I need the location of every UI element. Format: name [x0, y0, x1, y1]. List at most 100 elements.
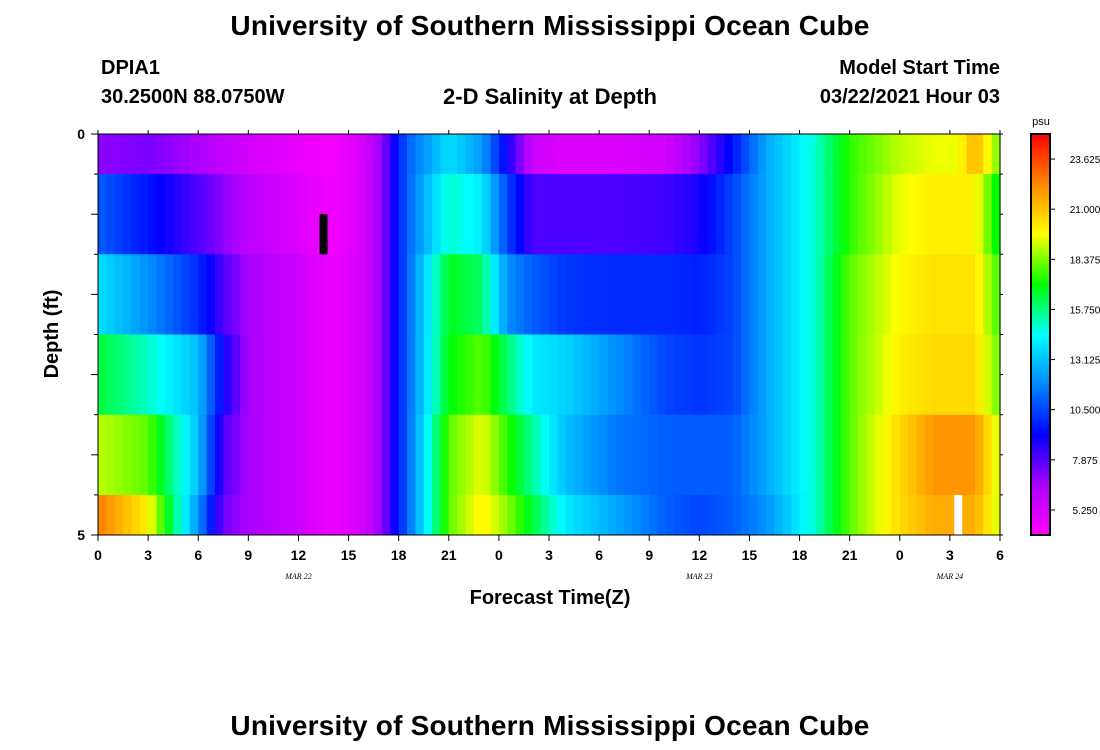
heatmap-cell — [699, 174, 709, 255]
heatmap-cell — [148, 254, 158, 335]
heatmap-cell — [423, 494, 433, 536]
heatmap-cell — [791, 134, 801, 175]
colorbar-tick-label: 18.375 — [1070, 255, 1100, 266]
heatmap-cell — [991, 334, 1001, 415]
heatmap-cell — [415, 414, 425, 496]
heatmap-cell — [432, 174, 442, 255]
heatmap-cell — [373, 414, 383, 496]
heatmap-cell — [757, 334, 767, 415]
heatmap-cell — [699, 134, 709, 175]
heatmap-cell — [432, 494, 442, 536]
heatmap-cell — [173, 254, 183, 335]
heatmap-cell — [315, 134, 325, 175]
heatmap-cell — [949, 334, 959, 415]
heatmap-cell — [348, 254, 358, 335]
heatmap-cell — [766, 494, 776, 536]
heatmap-cell — [381, 414, 391, 496]
heatmap-cell — [206, 414, 216, 496]
heatmap-cell — [114, 334, 124, 415]
heatmap-cell — [649, 334, 659, 415]
heatmap-cell — [749, 134, 759, 175]
heatmap-cell — [465, 174, 475, 255]
heatmap-cell — [883, 494, 893, 536]
heatmap-cell — [665, 494, 675, 536]
heatmap-cell — [98, 134, 107, 175]
heatmap-cell — [198, 494, 208, 536]
heatmap-cell — [607, 174, 617, 255]
heatmap-cell — [540, 334, 550, 415]
heatmap-cell — [239, 134, 249, 175]
heatmap-cell — [674, 494, 684, 536]
heatmap-cell — [448, 174, 458, 255]
heatmap-cell — [515, 414, 525, 496]
heatmap-cell — [883, 254, 893, 335]
heatmap-cell — [123, 494, 133, 536]
heatmap-cell — [532, 414, 542, 496]
heatmap-cell — [557, 334, 567, 415]
heatmap-cell — [223, 254, 233, 335]
heatmap-cell — [649, 414, 659, 496]
heatmap-cell — [690, 334, 700, 415]
heatmap-cell — [774, 254, 784, 335]
heatmap-cell — [891, 494, 901, 536]
heatmap-cell — [156, 414, 166, 496]
heatmap-cell — [858, 334, 867, 415]
heatmap-cell — [381, 334, 391, 415]
heatmap-cell — [473, 414, 483, 496]
plot-title: 2-D Salinity at Depth — [443, 84, 657, 109]
heatmap-cell — [841, 494, 851, 536]
heatmap-cell — [816, 174, 826, 255]
heatmap-cell — [916, 334, 926, 415]
heatmap-cell — [665, 174, 675, 255]
heatmap-cell — [365, 494, 375, 536]
heatmap-cell — [273, 334, 283, 415]
heatmap-cell — [340, 134, 350, 175]
heatmap-cell — [131, 174, 141, 255]
heatmap-cell — [114, 134, 124, 175]
heatmap-cell — [206, 254, 216, 335]
heatmap-cell — [265, 334, 274, 415]
heatmap-cell — [724, 334, 734, 415]
heatmap-cell — [565, 414, 575, 496]
heatmap-cell — [816, 134, 826, 175]
heatmap-cell — [824, 494, 834, 536]
heatmap-cell — [916, 414, 926, 496]
heatmap-cell — [874, 334, 884, 415]
heatmap-cell — [306, 134, 316, 175]
heatmap-cell — [707, 134, 717, 175]
colorbar-tick-label: 15.750 — [1070, 305, 1100, 316]
heatmap-cell — [156, 254, 166, 335]
heatmap-cell — [716, 174, 725, 255]
heatmap-cell — [699, 494, 709, 536]
heatmap-cell — [582, 134, 592, 175]
heatmap-cell — [640, 134, 650, 175]
heatmap-cell — [490, 254, 500, 335]
heatmap-cell — [724, 254, 734, 335]
heatmap-cell — [189, 254, 199, 335]
heatmap-cell — [356, 494, 366, 536]
heatmap-cell — [557, 494, 567, 536]
heatmap-cell — [674, 414, 684, 496]
colorbar-ticks: 23.625 21.000 18.375 15.750 13.125 10.500 7.87… — [1050, 155, 1100, 517]
heatmap-cell — [523, 414, 533, 496]
heatmap-cell — [966, 494, 976, 536]
heatmap-cell — [924, 134, 934, 175]
station-id: DPIA1 — [101, 57, 160, 79]
x-tick-label: 21 — [441, 547, 457, 563]
y-tick-label: 0 — [77, 126, 85, 142]
x-tick-label: 15 — [742, 547, 758, 563]
heatmap-cell — [398, 414, 408, 496]
x-tick-label: 12 — [692, 547, 708, 563]
heatmap-cell — [148, 334, 158, 415]
heatmap-cell — [640, 174, 650, 255]
heatmap-cell — [657, 174, 667, 255]
page-title-top: University of Southern Mississippi Ocean… — [230, 10, 870, 41]
heatmap-cell — [123, 254, 133, 335]
heatmap-cell — [782, 174, 792, 255]
heatmap-cell — [281, 494, 291, 536]
heatmap-cell — [866, 494, 876, 536]
heatmap-cell — [565, 334, 575, 415]
heatmap-cell — [549, 414, 558, 496]
heatmap-cell — [799, 254, 809, 335]
heatmap-cell — [256, 334, 266, 415]
